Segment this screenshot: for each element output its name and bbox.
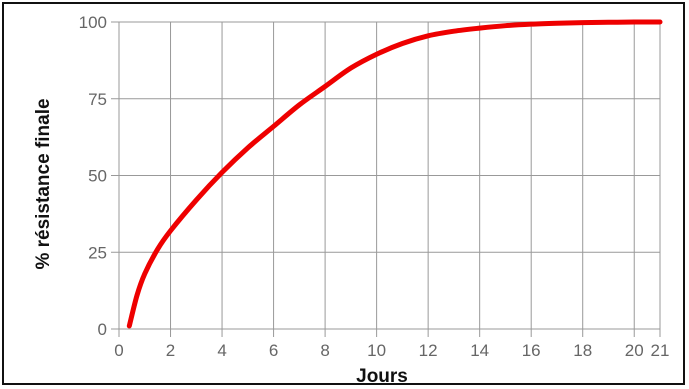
x-tick-label: 16 [522, 341, 541, 360]
x-axis-title: Jours [356, 366, 408, 387]
x-tick-labels: 0 2 4 6 8 10 12 14 16 18 20 21 [114, 341, 669, 360]
x-tick-label: 0 [114, 341, 123, 360]
x-tick-label: 20 [625, 341, 644, 360]
x-tick-label: 2 [166, 341, 175, 360]
x-tick-label: 4 [217, 341, 226, 360]
y-tick-label: 75 [88, 90, 107, 109]
grid [111, 21, 661, 337]
y-tick-label: 100 [79, 13, 107, 32]
x-tick-label: 21 [651, 341, 670, 360]
x-tick-label: 6 [269, 341, 278, 360]
series-line [126, 19, 663, 329]
x-tick-label: 18 [573, 341, 592, 360]
x-tick-label: 8 [320, 341, 329, 360]
x-tick-label: 10 [367, 341, 386, 360]
line-chart: 0 25 50 75 100 0 2 4 6 8 10 12 14 16 18 20 21 Jours % r… [33, 13, 669, 387]
y-tick-labels: 0 25 50 75 100 [79, 13, 107, 339]
x-tick-label: 12 [419, 341, 438, 360]
y-tick-label: 25 [88, 243, 107, 262]
x-tick-label: 14 [470, 341, 489, 360]
y-tick-label: 50 [88, 167, 107, 186]
series-layer [126, 19, 663, 329]
y-axis-title: % résistance finale [33, 98, 54, 269]
y-tick-label: 0 [98, 320, 107, 339]
